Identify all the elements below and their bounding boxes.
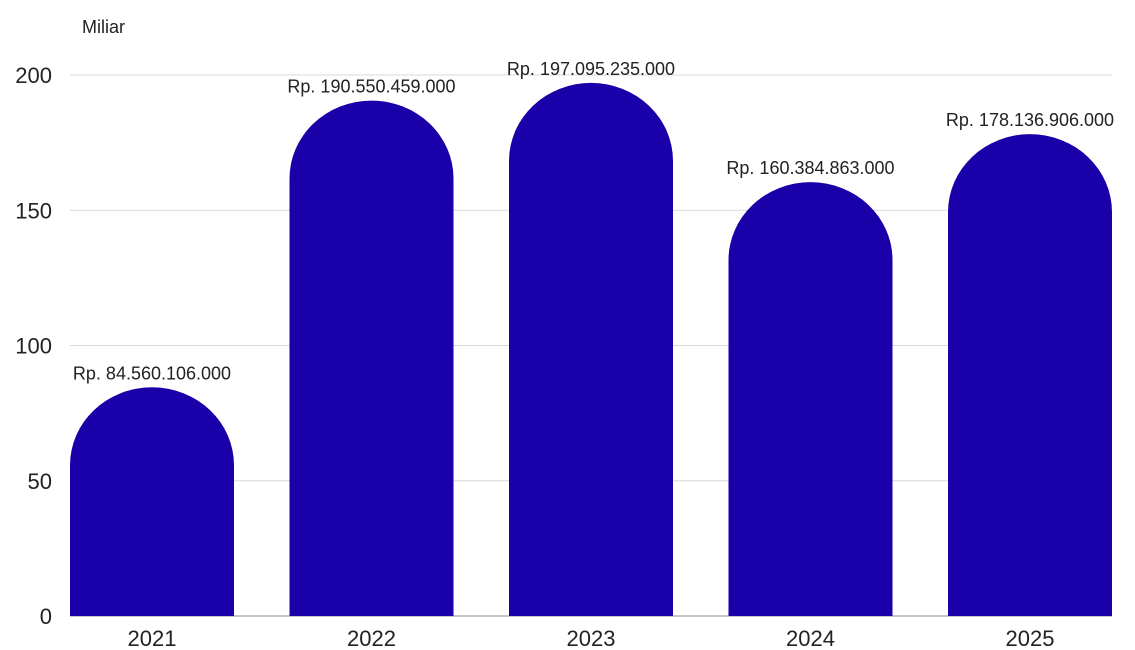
data-label-2023: Rp. 197.095.235.000 <box>507 59 675 79</box>
bar-2022 <box>289 100 454 616</box>
x-axis-ticks: 2021 2022 2023 2024 2025 <box>128 626 1055 650</box>
data-label-2022: Rp. 190.550.459.000 <box>287 77 455 97</box>
x-tick-label-2024: 2024 <box>786 626 835 650</box>
bar-2025 <box>948 134 1112 617</box>
y-tick-label-100: 100 <box>15 334 52 359</box>
y-tick-label-150: 150 <box>15 198 52 223</box>
y-tick-label-50: 50 <box>28 469 52 494</box>
bar-2024 <box>728 182 893 616</box>
data-label-2025: Rp. 178.136.906.000 <box>946 110 1114 130</box>
bars <box>70 82 1112 617</box>
x-tick-label-2021: 2021 <box>128 626 177 650</box>
data-label-2021: Rp. 84.560.106.000 <box>73 363 231 383</box>
bar-2023 <box>509 82 673 616</box>
y-tick-label-0: 0 <box>40 604 52 629</box>
x-tick-label-2025: 2025 <box>1006 626 1055 650</box>
data-labels: Rp. 84.560.106.000 Rp. 190.550.459.000 Rp.… <box>73 59 1114 383</box>
data-label-2024: Rp. 160.384.863.000 <box>726 158 894 178</box>
y-axis-ticks: 0 50 100 150 200 <box>15 63 52 629</box>
x-tick-label-2023: 2023 <box>567 626 616 650</box>
x-tick-label-2022: 2022 <box>347 626 396 650</box>
y-tick-label-200: 200 <box>15 63 52 88</box>
y-unit-label: Miliar <box>82 17 125 37</box>
bar-2021 <box>70 387 234 616</box>
